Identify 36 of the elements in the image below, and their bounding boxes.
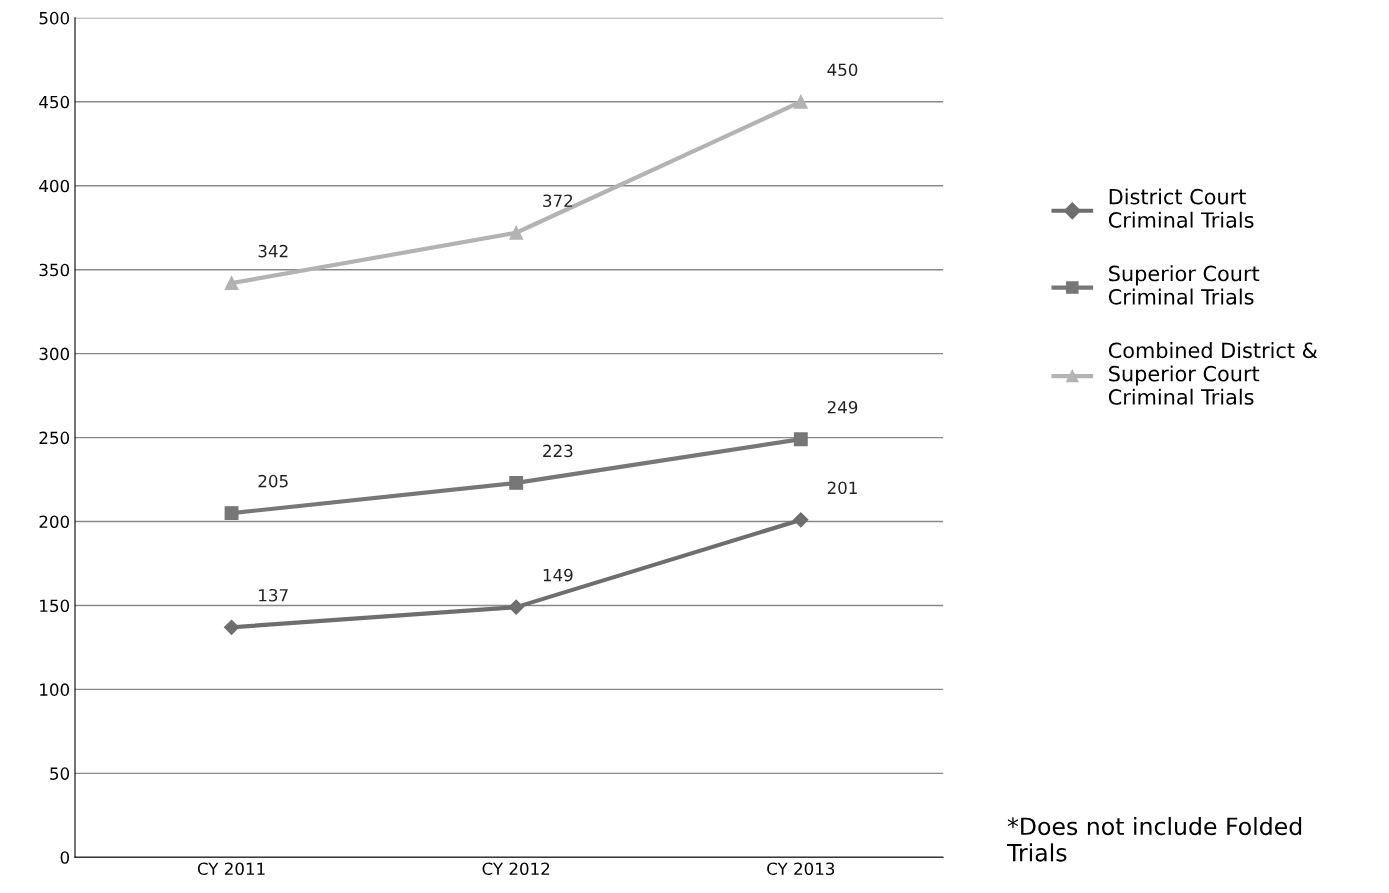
data-label: 450 xyxy=(827,63,858,77)
y-tick-label: 200 xyxy=(39,515,70,529)
y-tick-label: 100 xyxy=(40,683,70,696)
point xyxy=(793,512,809,528)
data-label: 372 xyxy=(543,194,573,208)
legend-label: Superior Court Criminal Trials xyxy=(1108,265,1260,305)
legend-label: Combined District & Superior Court Criminal Trials xyxy=(1108,342,1318,405)
y-tick-label: 0 xyxy=(60,851,70,864)
text: *Does not include Folded Trials xyxy=(1006,816,1302,862)
data-label: 149 xyxy=(543,568,573,582)
y-tick-label: 350 xyxy=(39,263,70,277)
point xyxy=(509,225,524,240)
point xyxy=(224,506,239,521)
y-tick-label: 500 xyxy=(39,11,70,25)
data-label: 249 xyxy=(827,400,858,414)
data-label: 205 xyxy=(258,474,288,488)
point xyxy=(223,619,240,635)
x-tick-label: CY 2012 xyxy=(482,862,550,876)
y-tick-label: 250 xyxy=(39,431,70,445)
point xyxy=(509,475,524,490)
data-label: 342 xyxy=(258,244,288,258)
point xyxy=(793,94,808,109)
x-tick-label: CY 2013 xyxy=(767,862,835,876)
legend-label: District Court Criminal Trials xyxy=(1108,188,1254,228)
y-tick-label: 300 xyxy=(39,347,70,361)
data-label: 223 xyxy=(543,444,573,458)
point xyxy=(793,432,808,447)
data-label: 137 xyxy=(259,588,288,602)
y-tick-label: 400 xyxy=(39,179,70,193)
data-label: 201 xyxy=(827,481,857,495)
y-tick-label: 50 xyxy=(50,767,70,780)
point xyxy=(224,276,239,291)
y-tick-label: 150 xyxy=(40,599,70,613)
x-tick-label: CY 2011 xyxy=(197,862,265,876)
y-tick-label: 450 xyxy=(39,95,70,109)
point xyxy=(508,599,524,615)
